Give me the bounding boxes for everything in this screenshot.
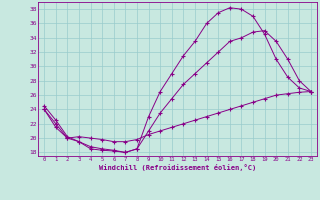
X-axis label: Windchill (Refroidissement éolien,°C): Windchill (Refroidissement éolien,°C) <box>99 164 256 171</box>
